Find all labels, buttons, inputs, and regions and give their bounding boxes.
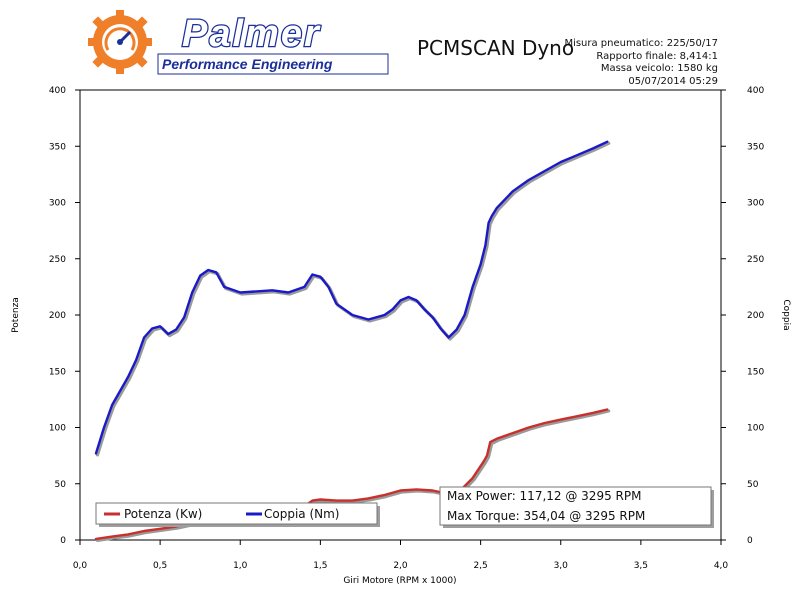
y-tick-label-left: 150 [49,367,66,377]
y-tick-label-right: 50 [747,480,759,490]
y-tick-label-left: 100 [49,424,66,434]
x-tick-label: 0,5 [153,561,167,571]
x-tick-label: 2,5 [473,561,487,571]
run-info: Misura pneumatico: 225/50/17 Rapporto fi… [564,38,718,88]
legend-torque-label: Coppia (Nm) [264,507,340,521]
y-tick-label-left: 400 [49,86,66,96]
y-tick-label-right: 250 [747,255,764,265]
tire-size-text: Misura pneumatico: 225/50/17 [564,38,718,49]
y-tick-label-right: 300 [747,199,764,209]
palmer-logo: Palmer Performance Engineering [88,10,389,75]
x-tick-label: 3,0 [554,561,569,571]
y-tick-label-left: 0 [60,536,66,546]
max-values-box: Max Power: 117,12 @ 3295 RPM Max Torque:… [439,486,714,528]
vehicle-mass-text: Massa veicolo: 1580 kg [600,63,718,74]
y-axis-left-title: Potenza [11,297,21,333]
y-tick-label-right: 150 [747,367,764,377]
x-tick-label: 1,5 [313,561,327,571]
y-tick-label-right: 400 [747,86,764,96]
logo-name: Palmer [182,13,321,55]
torque-curve-shadow [95,141,611,457]
x-tick-label: 0,0 [73,561,88,571]
y-tick-label-left: 50 [55,480,67,490]
y-tick-label-right: 100 [747,424,764,434]
y-tick-label-right: 0 [747,536,753,546]
logo-subtitle: Performance Engineering [162,56,333,72]
x-axis-title: Giri Motore (RPM x 1000) [343,576,456,586]
x-tick-label: 4,0 [714,561,729,571]
y-tick-label-left: 300 [49,199,66,209]
torque-curve [94,140,609,455]
x-tick-label: 2,0 [393,561,408,571]
y-tick-label-left: 250 [49,255,66,265]
timestamp-text: 05/07/2014 05:29 [628,75,718,87]
x-tick-label: 3,5 [634,561,648,571]
y-tick-label-left: 350 [49,142,66,152]
final-ratio-text: Rapporto finale: 8,414:1 [596,50,718,62]
x-tick-label: 1,0 [233,561,248,571]
y-axis-right-title: Coppia [781,299,791,330]
gear-gauge-icon [88,10,152,74]
max-power-text: Max Power: 117,12 @ 3295 RPM [447,489,641,503]
y-tick-label-left: 200 [49,311,66,321]
legend-power-label: Potenza (Kw) [124,507,202,521]
max-torque-text: Max Torque: 354,04 @ 3295 RPM [447,509,645,523]
y-tick-label-right: 200 [747,311,764,321]
legend: Potenza (Kw) Coppia (Nm) [95,502,380,527]
y-tick-label-right: 350 [747,142,764,152]
app-title: PCMSCAN Dyno [417,36,575,60]
